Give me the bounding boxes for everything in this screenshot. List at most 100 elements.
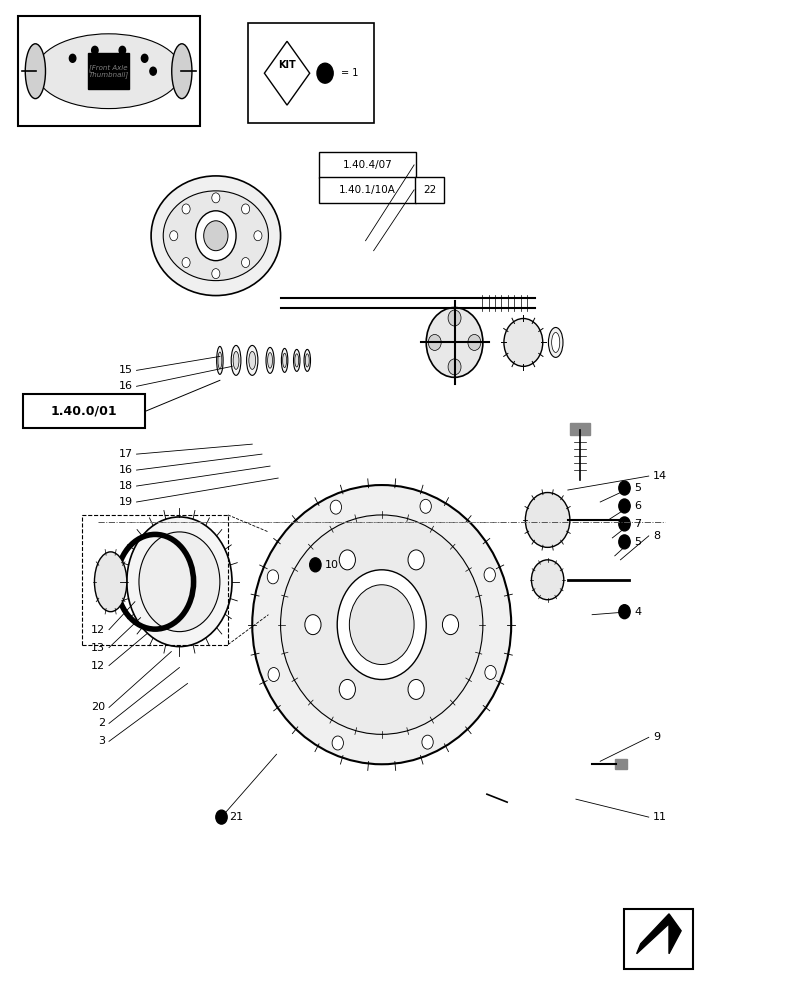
Text: 12: 12 — [91, 661, 105, 671]
Text: 15: 15 — [118, 365, 132, 375]
Circle shape — [241, 204, 249, 214]
Ellipse shape — [231, 345, 241, 375]
Ellipse shape — [217, 346, 223, 374]
Circle shape — [241, 258, 249, 268]
Bar — [82, 515, 228, 645]
Text: KIT: KIT — [278, 60, 295, 70]
Circle shape — [332, 736, 343, 750]
Ellipse shape — [127, 517, 232, 647]
Text: 13: 13 — [91, 643, 105, 653]
Ellipse shape — [163, 191, 268, 281]
Circle shape — [448, 359, 461, 375]
Text: 2: 2 — [97, 718, 105, 728]
Ellipse shape — [25, 44, 45, 99]
Text: 4: 4 — [633, 607, 641, 617]
Ellipse shape — [547, 327, 562, 357]
Circle shape — [150, 67, 157, 75]
Text: 19: 19 — [118, 497, 132, 507]
FancyBboxPatch shape — [24, 394, 145, 428]
Text: 16: 16 — [118, 381, 132, 391]
Text: 5: 5 — [633, 537, 641, 547]
Text: 5: 5 — [633, 483, 641, 493]
Bar — [88, 53, 129, 89]
Text: 11: 11 — [652, 812, 666, 822]
Text: 14: 14 — [652, 471, 666, 481]
Circle shape — [69, 54, 75, 62]
Text: 20: 20 — [91, 702, 105, 712]
Text: 17: 17 — [118, 449, 132, 459]
Ellipse shape — [94, 552, 127, 612]
Ellipse shape — [36, 34, 181, 109]
Ellipse shape — [293, 349, 299, 371]
Circle shape — [618, 481, 629, 495]
Circle shape — [618, 535, 629, 549]
FancyBboxPatch shape — [414, 177, 444, 203]
Ellipse shape — [525, 493, 569, 547]
Circle shape — [204, 221, 228, 251]
Ellipse shape — [281, 348, 287, 372]
Circle shape — [212, 269, 220, 279]
Circle shape — [407, 679, 423, 699]
Circle shape — [483, 568, 495, 582]
Ellipse shape — [305, 354, 309, 367]
Circle shape — [407, 550, 423, 570]
Ellipse shape — [294, 354, 298, 367]
Circle shape — [316, 63, 333, 83]
Circle shape — [141, 54, 148, 62]
FancyBboxPatch shape — [319, 177, 415, 203]
Ellipse shape — [266, 347, 274, 373]
Text: 1.40.0/01: 1.40.0/01 — [51, 405, 118, 418]
Text: 9: 9 — [652, 732, 659, 742]
Ellipse shape — [530, 560, 563, 600]
Circle shape — [268, 668, 279, 682]
Text: 8: 8 — [652, 531, 659, 541]
Text: 6: 6 — [633, 501, 641, 511]
Circle shape — [182, 204, 190, 214]
Ellipse shape — [504, 319, 542, 366]
Ellipse shape — [303, 349, 310, 371]
Bar — [569, 423, 589, 435]
Text: 18: 18 — [118, 481, 132, 491]
Ellipse shape — [281, 515, 483, 734]
Circle shape — [337, 570, 426, 680]
Ellipse shape — [233, 351, 238, 369]
Ellipse shape — [217, 352, 221, 369]
Text: 21: 21 — [230, 812, 243, 822]
Bar — [18, 16, 200, 126]
Circle shape — [92, 46, 98, 54]
Circle shape — [267, 570, 278, 584]
Text: 3: 3 — [98, 736, 105, 746]
Text: = 1: = 1 — [341, 68, 358, 78]
Circle shape — [330, 500, 341, 514]
Circle shape — [419, 499, 431, 513]
Ellipse shape — [551, 332, 559, 352]
Polygon shape — [264, 41, 309, 105]
Ellipse shape — [171, 44, 191, 99]
Text: 1.40.1/10A: 1.40.1/10A — [339, 185, 396, 195]
FancyBboxPatch shape — [319, 152, 415, 178]
Circle shape — [442, 615, 458, 635]
Polygon shape — [636, 914, 680, 954]
Text: 16: 16 — [118, 465, 132, 475]
Ellipse shape — [248, 351, 255, 369]
Circle shape — [618, 499, 629, 513]
Ellipse shape — [282, 353, 286, 368]
Circle shape — [216, 810, 227, 824]
Circle shape — [304, 615, 320, 635]
Ellipse shape — [268, 353, 272, 368]
Text: 7: 7 — [633, 519, 641, 529]
Circle shape — [195, 211, 236, 261]
Circle shape — [169, 231, 178, 241]
Text: 22: 22 — [423, 185, 436, 195]
Circle shape — [339, 679, 355, 699]
Circle shape — [618, 517, 629, 531]
Circle shape — [309, 558, 320, 572]
Bar — [614, 759, 626, 769]
Circle shape — [254, 231, 262, 241]
Circle shape — [426, 308, 483, 377]
Circle shape — [448, 310, 461, 326]
Circle shape — [349, 585, 414, 665]
Ellipse shape — [247, 345, 258, 375]
Ellipse shape — [252, 485, 511, 764]
Circle shape — [427, 334, 440, 350]
